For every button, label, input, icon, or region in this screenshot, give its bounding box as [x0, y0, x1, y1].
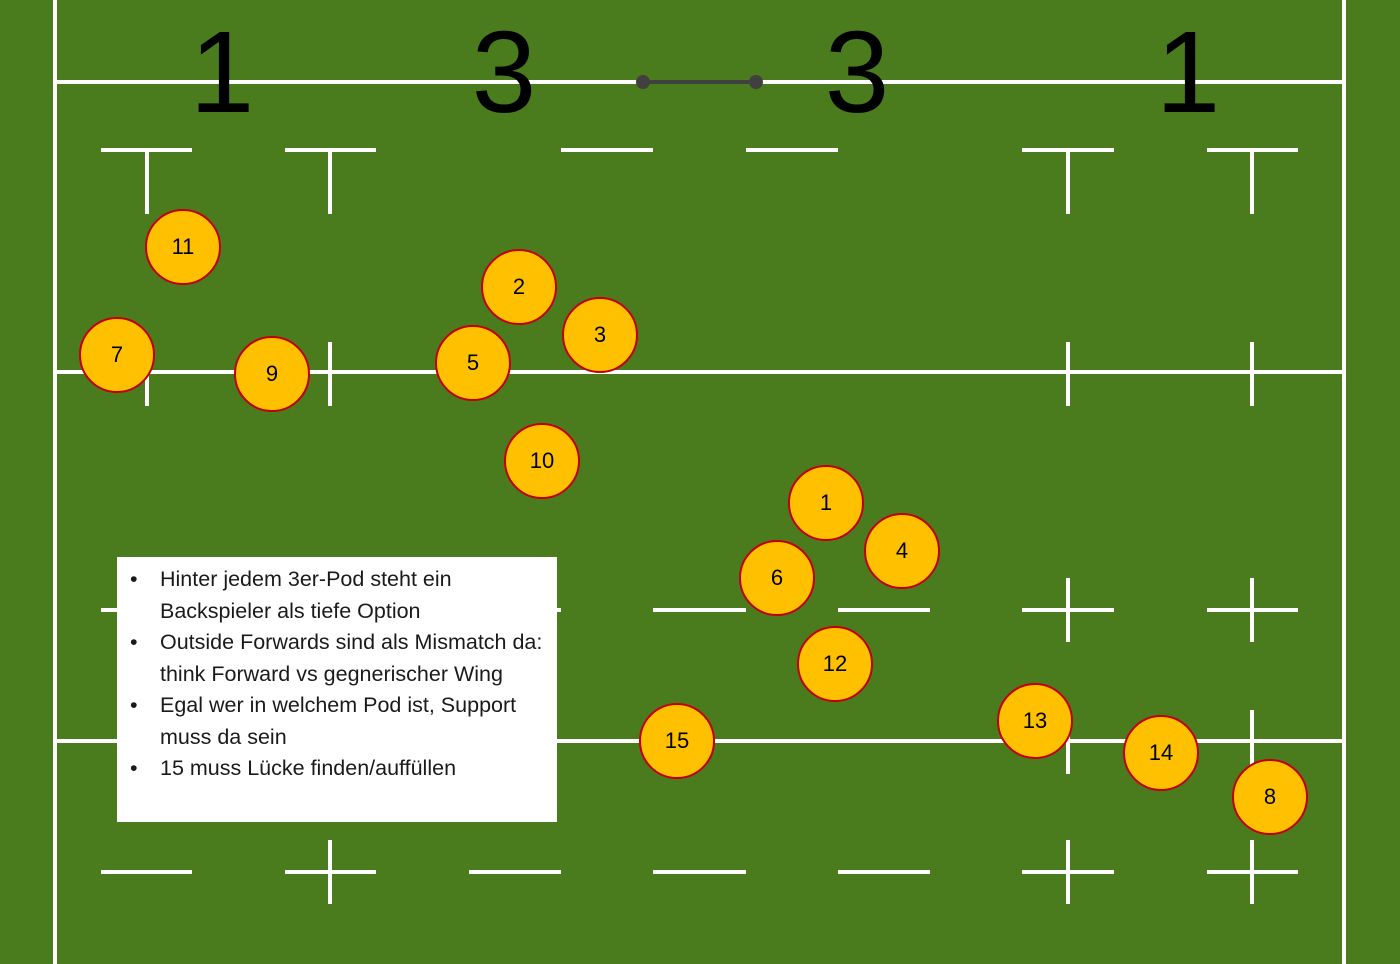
formation-number: 1 — [189, 7, 255, 137]
formation-number: 3 — [471, 7, 537, 137]
player-marker: 13 — [997, 683, 1073, 759]
player-marker: 10 — [504, 423, 580, 499]
player-marker: 7 — [79, 317, 155, 393]
formation-number: 1 — [1155, 7, 1221, 137]
notes-box: Hinter jedem 3er-Pod steht ein Backspiel… — [117, 557, 557, 822]
formation-number: 3 — [824, 7, 890, 137]
note-item: Egal wer in welchem Pod ist, Support mus… — [127, 690, 547, 753]
note-item: 15 muss Lücke finden/auffüllen — [127, 753, 547, 785]
player-marker: 3 — [562, 297, 638, 373]
note-item: Outside Forwards sind als Mismatch da: t… — [127, 627, 547, 690]
note-item: Hinter jedem 3er-Pod steht ein Backspiel… — [127, 564, 547, 627]
notes-list: Hinter jedem 3er-Pod steht ein Backspiel… — [127, 564, 547, 785]
player-marker: 8 — [1232, 759, 1308, 835]
player-marker: 12 — [797, 626, 873, 702]
player-marker: 2 — [481, 249, 557, 325]
pod-connector — [636, 75, 763, 89]
player-marker: 1 — [788, 465, 864, 541]
player-marker: 6 — [739, 540, 815, 616]
player-marker: 11 — [145, 209, 221, 285]
player-marker: 4 — [864, 513, 940, 589]
player-marker: 14 — [1123, 715, 1199, 791]
player-marker: 15 — [639, 703, 715, 779]
player-marker: 5 — [435, 325, 511, 401]
player-marker: 9 — [234, 336, 310, 412]
